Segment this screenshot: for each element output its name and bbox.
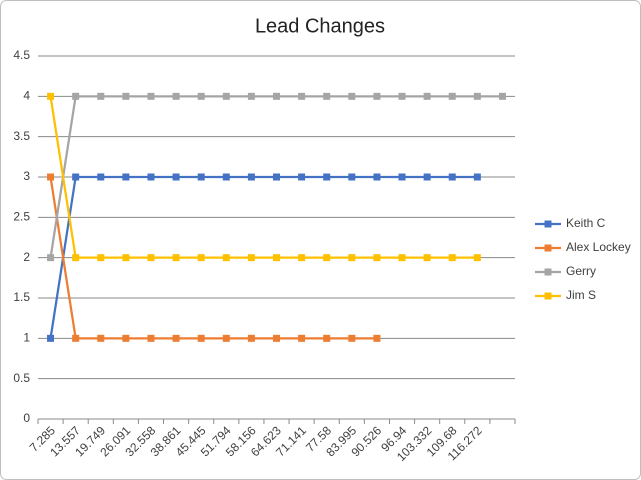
data-point	[473, 92, 481, 100]
y-tick-label: 1.5	[13, 290, 30, 304]
data-point	[298, 254, 306, 262]
data-point	[273, 173, 280, 181]
data-point	[222, 92, 230, 100]
data-point	[47, 254, 55, 262]
data-point	[398, 92, 406, 100]
y-tick-label: 3	[23, 169, 30, 183]
data-point	[197, 92, 205, 100]
data-point	[197, 334, 205, 342]
data-point	[47, 92, 55, 100]
data-point	[222, 173, 230, 181]
legend-marker	[544, 220, 552, 228]
data-point	[298, 334, 306, 342]
y-tick-label: 0.5	[13, 371, 30, 385]
data-point	[448, 254, 456, 262]
data-point	[348, 92, 356, 100]
data-point	[147, 334, 155, 342]
data-point	[348, 334, 356, 342]
data-point	[47, 173, 55, 181]
chart-title: Lead Changes	[255, 15, 385, 37]
series-line	[49, 175, 478, 339]
y-tick-label: 3.5	[13, 129, 30, 143]
data-point	[298, 173, 306, 181]
data-point	[423, 173, 431, 181]
data-point	[72, 92, 80, 100]
y-tick-label: 0	[23, 411, 30, 425]
data-point	[72, 254, 80, 262]
data-point	[147, 173, 155, 181]
data-point	[323, 173, 331, 181]
data-point	[373, 173, 381, 181]
data-point	[97, 173, 105, 181]
data-point	[197, 173, 205, 181]
data-point	[348, 173, 356, 181]
legend-label: Keith C	[566, 216, 606, 230]
data-point	[122, 173, 130, 181]
data-point	[473, 173, 481, 181]
data-point	[197, 254, 205, 262]
data-point	[97, 92, 105, 100]
data-point	[323, 92, 331, 100]
data-point	[47, 334, 55, 342]
data-point	[273, 334, 280, 342]
data-point	[373, 334, 381, 342]
data-point	[72, 173, 80, 181]
data-point	[247, 173, 255, 181]
legend-marker	[544, 292, 552, 300]
y-tick-label: 2.5	[13, 210, 30, 224]
y-tick-label: 1	[23, 331, 30, 345]
data-point	[398, 173, 406, 181]
data-point	[498, 92, 506, 100]
data-point	[172, 173, 180, 181]
data-point	[172, 334, 180, 342]
data-point	[222, 334, 230, 342]
data-point	[298, 92, 306, 100]
y-tick-label: 2	[23, 250, 30, 264]
legend-marker	[544, 268, 552, 276]
data-point	[97, 254, 105, 262]
data-point	[172, 92, 180, 100]
data-point	[473, 254, 481, 262]
data-point	[247, 334, 255, 342]
data-point	[122, 334, 130, 342]
y-tick-label: 4.5	[13, 48, 30, 62]
legend-label: Jim S	[566, 288, 596, 302]
data-point	[398, 254, 406, 262]
data-point	[273, 92, 280, 100]
data-point	[323, 334, 331, 342]
data-point	[72, 334, 80, 342]
data-point	[323, 254, 331, 262]
data-point	[348, 254, 356, 262]
series-line	[49, 96, 478, 259]
data-point	[147, 92, 155, 100]
legend-marker	[544, 244, 552, 252]
data-point	[448, 173, 456, 181]
data-point	[423, 254, 431, 262]
data-point	[222, 254, 230, 262]
data-point	[273, 254, 280, 262]
data-point	[122, 92, 130, 100]
legend-label: Gerry	[566, 264, 596, 278]
data-point	[97, 334, 105, 342]
y-tick-label: 4	[23, 89, 30, 103]
data-point	[373, 254, 381, 262]
series-line	[49, 176, 377, 340]
data-point	[147, 254, 155, 262]
data-point	[373, 92, 381, 100]
data-point	[122, 254, 130, 262]
data-point	[172, 254, 180, 262]
data-point	[247, 254, 255, 262]
legend-label: Alex Lockey	[566, 240, 631, 254]
data-point	[423, 92, 431, 100]
data-point	[448, 92, 456, 100]
data-point	[247, 92, 255, 100]
